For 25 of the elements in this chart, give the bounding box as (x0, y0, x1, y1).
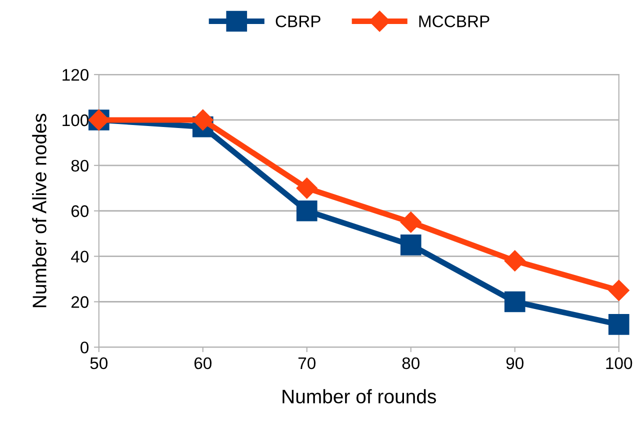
y-tick-label: 100 (62, 114, 89, 126)
point (608, 280, 630, 301)
y-tick-label: 0 (80, 342, 89, 354)
point (504, 250, 526, 272)
y-tick-label: 20 (71, 296, 89, 308)
point (400, 234, 422, 256)
point (296, 178, 318, 199)
x-tick-label: 60 (194, 357, 212, 370)
x-tick-label: 50 (90, 357, 108, 370)
x-tick-label: 70 (298, 357, 316, 370)
x-axis-title: Number of rounds (282, 389, 436, 404)
y-tick-label: 40 (71, 250, 89, 263)
x-tick-label: 100 (606, 357, 632, 370)
y-axis-title: Number of Alive nodes (32, 114, 46, 308)
legend-label: CBRP (276, 15, 320, 28)
x-tick-label: 90 (506, 357, 524, 370)
point (608, 314, 630, 335)
x-tick-label: 80 (402, 357, 420, 370)
point (296, 200, 318, 222)
point (400, 212, 422, 233)
y-tick-label: 80 (71, 160, 89, 172)
y-tick-label: 60 (71, 205, 89, 218)
legend-label: MCCBRP (419, 15, 490, 28)
y-tick-label: 120 (62, 68, 89, 81)
point (504, 291, 526, 312)
